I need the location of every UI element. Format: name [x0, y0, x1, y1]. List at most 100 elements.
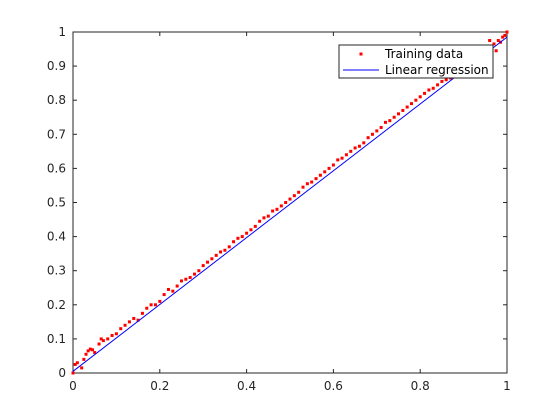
- data-point: [80, 366, 84, 370]
- data-point: [370, 132, 374, 136]
- data-point: [488, 39, 492, 43]
- data-point: [494, 49, 498, 53]
- data-point: [162, 293, 166, 297]
- data-point: [262, 216, 266, 220]
- data-point: [496, 39, 500, 43]
- data-point: [127, 320, 131, 324]
- x-tick-label: 1: [503, 379, 511, 393]
- data-point: [414, 98, 418, 102]
- data-point: [410, 102, 414, 106]
- data-point: [301, 185, 305, 189]
- data-point: [340, 156, 344, 160]
- data-point: [327, 166, 331, 170]
- data-point: [349, 149, 353, 153]
- y-tick-label: 1: [58, 25, 66, 39]
- data-point: [383, 120, 387, 124]
- data-point: [344, 153, 348, 157]
- data-point: [214, 253, 218, 257]
- y-tick-label: 0.7: [47, 127, 66, 141]
- data-point: [123, 323, 127, 327]
- data-point: [492, 42, 496, 46]
- y-tick-label: 0.1: [47, 332, 66, 346]
- data-point: [418, 95, 422, 99]
- data-point: [184, 277, 188, 281]
- data-point: [427, 88, 431, 92]
- data-point: [188, 276, 192, 280]
- data-point: [397, 112, 400, 116]
- data-point: [305, 182, 309, 186]
- data-point: [258, 219, 262, 223]
- data-point: [240, 235, 244, 239]
- data-point: [436, 83, 440, 87]
- x-tick-label: 0.6: [324, 379, 343, 393]
- data-point: [175, 284, 179, 288]
- data-point: [249, 228, 253, 232]
- data-point: [171, 289, 175, 293]
- data-point: [86, 349, 90, 353]
- data-point: [388, 119, 392, 123]
- data-point: [84, 352, 88, 356]
- data-point: [106, 337, 110, 341]
- data-point: [310, 180, 314, 184]
- chart-axes: [72, 31, 508, 374]
- data-point: [136, 318, 140, 322]
- data-point: [444, 78, 448, 82]
- data-point: [166, 287, 170, 291]
- y-tick-label: 0.5: [47, 196, 66, 210]
- data-point: [357, 144, 361, 148]
- data-point: [149, 303, 153, 307]
- data-point: [503, 33, 507, 37]
- data-point: [405, 105, 409, 109]
- x-tick-label: 0.8: [411, 379, 430, 393]
- data-point: [253, 224, 257, 228]
- y-tick-label: 0.3: [47, 264, 66, 278]
- data-point: [236, 236, 240, 240]
- legend: Training data Linear regression: [338, 44, 494, 79]
- data-point: [75, 361, 79, 365]
- data-point: [101, 339, 105, 343]
- data-point: [362, 141, 366, 145]
- y-tick-label: 0.4: [47, 230, 66, 244]
- data-point: [379, 125, 383, 129]
- data-point: [201, 264, 205, 268]
- data-point: [88, 347, 92, 351]
- data-point: [93, 351, 97, 355]
- data-point: [99, 337, 103, 341]
- data-point: [275, 207, 279, 211]
- tick-labels: 0 0.2 0.4 0.6 0.8 1 0 0.1 0.2 0.3 0.4 0.5 0.6 0.7 0.8 0…: [47, 25, 511, 393]
- data-point: [110, 333, 114, 337]
- data-point: [440, 79, 444, 83]
- data-point: [375, 129, 379, 133]
- data-point: [423, 91, 427, 95]
- data-point: [392, 115, 396, 119]
- data-point: [119, 327, 123, 331]
- data-point: [197, 269, 201, 273]
- y-tick-label: 0: [58, 366, 66, 380]
- y-tick-label: 0.2: [47, 298, 66, 312]
- data-point: [318, 173, 322, 177]
- data-point: [227, 245, 231, 249]
- data-point: [271, 209, 275, 213]
- x-tick-label: 0.4: [237, 379, 256, 393]
- data-point: [114, 332, 118, 336]
- data-point: [97, 342, 101, 346]
- regression-line: [72, 36, 508, 372]
- data-point: [323, 170, 327, 174]
- data-point: [292, 194, 296, 198]
- data-point: [431, 86, 435, 90]
- data-point: [91, 348, 95, 352]
- legend-label: Training data: [384, 47, 463, 61]
- data-point: [501, 35, 505, 39]
- data-point: [245, 231, 249, 235]
- legend-marker-swatch: [359, 52, 363, 56]
- data-point: [366, 136, 370, 140]
- data-point: [401, 108, 405, 112]
- data-point: [153, 303, 157, 307]
- y-tick-label: 0.9: [47, 59, 66, 73]
- data-point: [279, 204, 283, 208]
- data-point: [223, 248, 227, 252]
- x-tick-label: 0: [69, 379, 77, 393]
- data-point: [145, 306, 149, 310]
- data-point: [73, 362, 77, 366]
